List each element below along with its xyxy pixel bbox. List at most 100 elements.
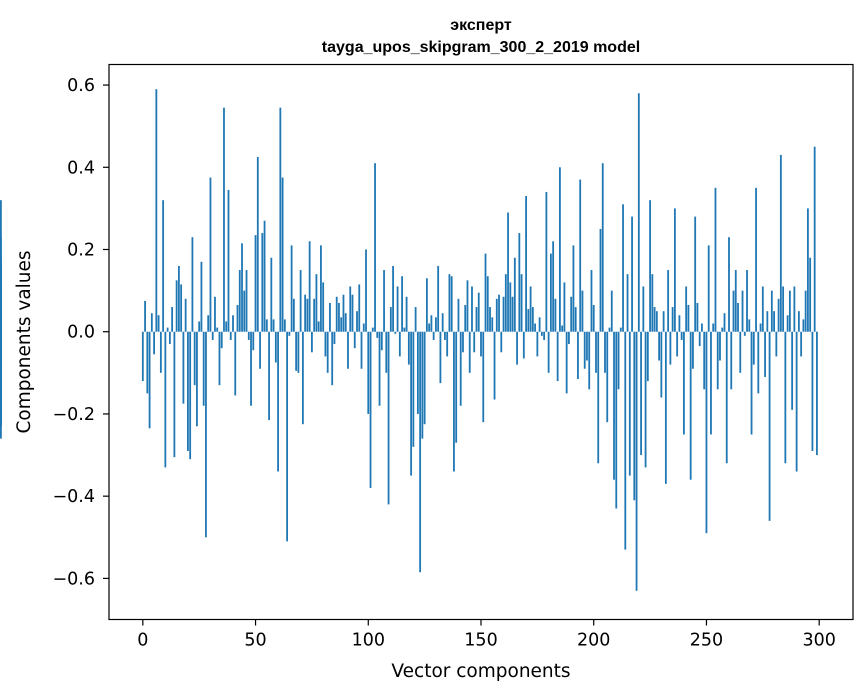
bar [788, 290, 791, 332]
bar [347, 331, 349, 369]
bar [198, 321, 201, 332]
bar [545, 191, 548, 332]
bar [157, 315, 160, 332]
bar [624, 331, 627, 550]
bar [216, 327, 219, 332]
bar [680, 331, 683, 340]
bar [687, 305, 690, 332]
bar [193, 331, 196, 386]
bar [782, 286, 785, 332]
bar [779, 154, 782, 332]
bar [214, 296, 216, 332]
bar [387, 331, 390, 505]
bar [232, 315, 234, 332]
bar [568, 331, 570, 345]
bar [664, 331, 667, 484]
bar [520, 274, 523, 332]
bar [326, 331, 329, 373]
bar [759, 323, 762, 332]
bar [543, 331, 546, 340]
bar [200, 261, 203, 332]
bar [800, 331, 803, 357]
bar [297, 331, 300, 373]
bar [504, 274, 507, 332]
bar [202, 331, 205, 406]
bar [425, 278, 428, 332]
bar [146, 331, 149, 394]
bar [536, 331, 539, 357]
bar [218, 331, 221, 386]
bar [723, 313, 726, 332]
bar [362, 323, 365, 332]
bar [437, 265, 440, 332]
bar [737, 302, 739, 332]
bar [507, 212, 509, 332]
bar [374, 163, 376, 332]
bar [286, 331, 289, 542]
bar [655, 311, 658, 332]
bar [338, 302, 340, 332]
bar [398, 331, 401, 357]
bar [592, 305, 595, 332]
bar [786, 315, 789, 332]
bar [721, 327, 724, 332]
bar [360, 331, 363, 369]
bar [444, 331, 446, 340]
bar [229, 331, 232, 340]
bar [761, 286, 764, 332]
bar [581, 290, 584, 332]
bar [683, 331, 685, 435]
bar [477, 292, 480, 332]
bar [471, 286, 473, 332]
bar [0, 319, 2, 332]
bar [331, 331, 334, 386]
bar [563, 282, 566, 332]
bar [489, 307, 491, 332]
bar [281, 177, 284, 332]
bar [644, 331, 647, 468]
x-axis-ticks: 0 50 100 150 200 250 300 [137, 619, 836, 651]
bar [518, 233, 521, 332]
bar [292, 298, 295, 332]
bar [766, 311, 769, 332]
bar [797, 311, 800, 332]
chart-title-line1: эксперт [450, 17, 512, 34]
bar [606, 331, 609, 423]
bar [263, 220, 266, 332]
bar [673, 208, 676, 332]
bar [613, 331, 615, 480]
bar [730, 331, 733, 390]
bar [809, 257, 812, 332]
bar [538, 317, 541, 332]
bar [227, 189, 230, 332]
bar [182, 331, 185, 404]
bar [0, 237, 2, 332]
bar [439, 331, 442, 384]
bar [802, 319, 805, 332]
bar [755, 187, 757, 332]
bar [752, 331, 755, 365]
bar [540, 331, 543, 336]
bar [678, 315, 681, 332]
bar [435, 317, 437, 332]
bar [775, 331, 778, 357]
bar [813, 146, 816, 332]
bar [522, 331, 525, 359]
bar [728, 237, 730, 332]
bar [150, 313, 153, 332]
bar [455, 331, 458, 443]
y-axis-label: Components values [14, 250, 35, 433]
bar [698, 331, 701, 347]
bar [392, 265, 394, 332]
bar [637, 93, 640, 332]
bar [189, 331, 192, 460]
bar [295, 331, 298, 371]
bar [547, 331, 550, 373]
bar [423, 331, 426, 425]
bar [764, 331, 766, 377]
bar [561, 325, 564, 332]
bar [498, 294, 500, 332]
bar [265, 319, 268, 332]
bar [450, 276, 453, 332]
